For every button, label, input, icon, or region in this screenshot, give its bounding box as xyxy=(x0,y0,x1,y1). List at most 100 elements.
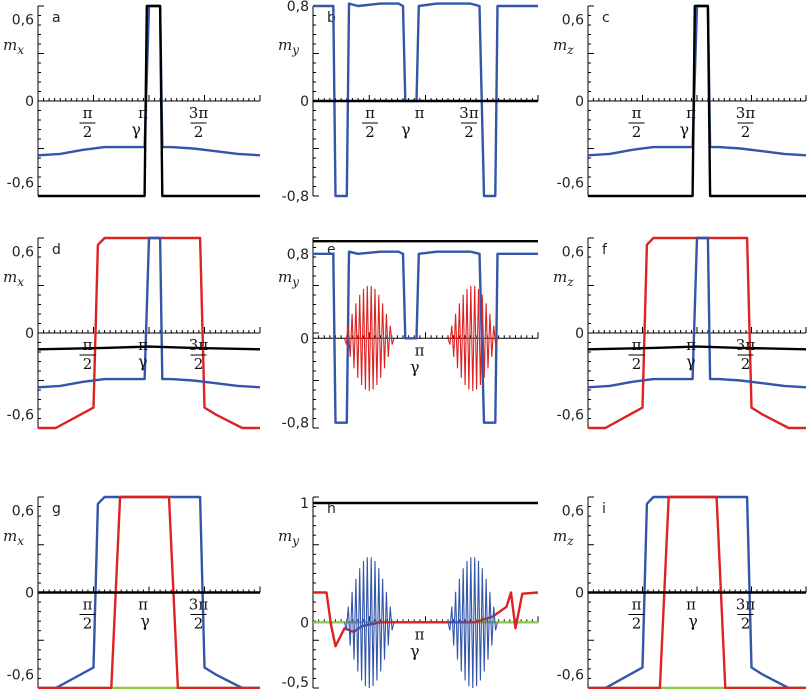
series-line xyxy=(38,495,260,689)
x-tick-label: 2 xyxy=(83,123,93,141)
x-tick-label: 3π xyxy=(459,104,479,122)
gamma-label: γ xyxy=(140,612,150,631)
y-tick-label: 0,6 xyxy=(562,504,584,520)
x-tick-label: 3π xyxy=(189,336,209,354)
y-tick-label: 0 xyxy=(575,586,584,602)
y-tick-label: 0,6 xyxy=(12,13,34,29)
x-tick-label: π xyxy=(632,336,642,354)
gamma-label: γ xyxy=(138,352,148,371)
x-tick-label: π xyxy=(83,336,93,354)
x-tick-label: π xyxy=(632,104,642,122)
x-tick-label: 2 xyxy=(194,615,204,633)
gamma-label: γ xyxy=(410,641,420,660)
series-line xyxy=(38,4,260,198)
oscillation xyxy=(343,285,395,392)
y-tick-label: 0,6 xyxy=(562,13,584,29)
y-tick-label: -0,6 xyxy=(557,667,584,683)
y-axis-label: mx xyxy=(3,36,24,57)
series-line xyxy=(37,345,261,351)
x-tick-label: 3π xyxy=(736,596,756,614)
x-tick-label: π xyxy=(686,104,696,122)
y-tick-label: -0,6 xyxy=(7,407,34,423)
x-tick-label: π xyxy=(632,596,642,614)
y-tick-label: 1 xyxy=(300,496,309,512)
y-tick-label: 0,6 xyxy=(562,245,584,261)
y-tick-label: -0,8 xyxy=(282,189,309,205)
x-tick-label: 2 xyxy=(194,123,204,141)
y-axis-label-sub: x xyxy=(17,275,24,289)
y-tick-label: 0,6 xyxy=(12,504,34,520)
panel-letter: i xyxy=(602,501,606,517)
series-line xyxy=(588,495,806,689)
panel-letter: a xyxy=(52,10,61,26)
y-tick-label: 0,8 xyxy=(287,247,309,263)
y-axis-label: my xyxy=(278,268,299,289)
x-tick-label: π xyxy=(415,341,425,359)
gamma-label: γ xyxy=(410,357,420,376)
x-tick-label: π xyxy=(415,104,425,122)
gamma-label: γ xyxy=(686,352,696,371)
x-tick-label: π xyxy=(138,596,148,614)
y-axis-label-sub: x xyxy=(17,43,24,57)
y-axis-label: mz xyxy=(553,527,574,548)
y-axis-label: mz xyxy=(553,36,574,57)
panel-letter: g xyxy=(52,501,61,517)
series-line xyxy=(587,236,807,389)
x-tick-label: 2 xyxy=(83,355,93,373)
panel-letter: d xyxy=(52,242,61,258)
y-tick-label: 0 xyxy=(575,94,584,110)
x-tick-label: π xyxy=(365,104,375,122)
x-tick-label: π xyxy=(415,625,425,643)
x-tick-label: 3π xyxy=(189,104,209,122)
gamma-label: γ xyxy=(401,120,411,139)
y-tick-label: 0 xyxy=(25,94,34,110)
y-tick-label: 0 xyxy=(300,94,309,110)
y-tick-label: -0,6 xyxy=(7,667,34,683)
y-axis-label: my xyxy=(278,527,299,548)
gamma-label: γ xyxy=(679,120,689,139)
y-axis-label: mx xyxy=(3,268,24,289)
panel-letter: c xyxy=(602,10,610,26)
gamma-label: γ xyxy=(688,612,698,631)
series-line xyxy=(587,4,807,157)
x-tick-label: 2 xyxy=(741,615,751,633)
y-tick-label: 0,8 xyxy=(287,0,309,15)
x-tick-label: 2 xyxy=(741,123,751,141)
x-tick-label: 2 xyxy=(194,355,204,373)
panel-e: 0,8 0 -0,8 e my πγ xyxy=(278,237,539,432)
series-line xyxy=(37,4,261,157)
y-tick-label: 0 xyxy=(300,615,309,631)
panel-letter: b xyxy=(327,10,336,26)
x-tick-label: π xyxy=(138,104,148,122)
y-tick-label: 0 xyxy=(575,326,584,342)
x-tick-label: 2 xyxy=(632,355,642,373)
panel-h: 1 0 -0,5 h my πγ xyxy=(278,496,539,689)
y-axis-label-sub: y xyxy=(291,43,299,57)
y-tick-label: -0,6 xyxy=(557,407,584,423)
x-tick-label: 2 xyxy=(632,123,642,141)
x-tick-label: π xyxy=(138,336,148,354)
y-tick-label: 0,6 xyxy=(12,245,34,261)
series-line xyxy=(587,345,807,351)
gamma-label: γ xyxy=(131,120,141,139)
panel-letter: f xyxy=(602,242,608,258)
x-tick-label: 2 xyxy=(365,123,375,141)
y-tick-label: -0,8 xyxy=(282,416,309,432)
x-tick-label: 3π xyxy=(736,104,756,122)
series-line xyxy=(588,4,806,198)
x-tick-label: 2 xyxy=(464,123,474,141)
y-axis-label-sub: x xyxy=(17,534,24,548)
oscillation xyxy=(447,285,499,392)
x-tick-label: 2 xyxy=(632,615,642,633)
series-line xyxy=(313,591,539,648)
x-tick-label: 3π xyxy=(189,596,209,614)
x-tick-label: π xyxy=(686,596,696,614)
y-axis-label: mx xyxy=(3,527,24,548)
y-axis-label: mz xyxy=(553,268,574,289)
panel-letter: e xyxy=(327,242,336,258)
